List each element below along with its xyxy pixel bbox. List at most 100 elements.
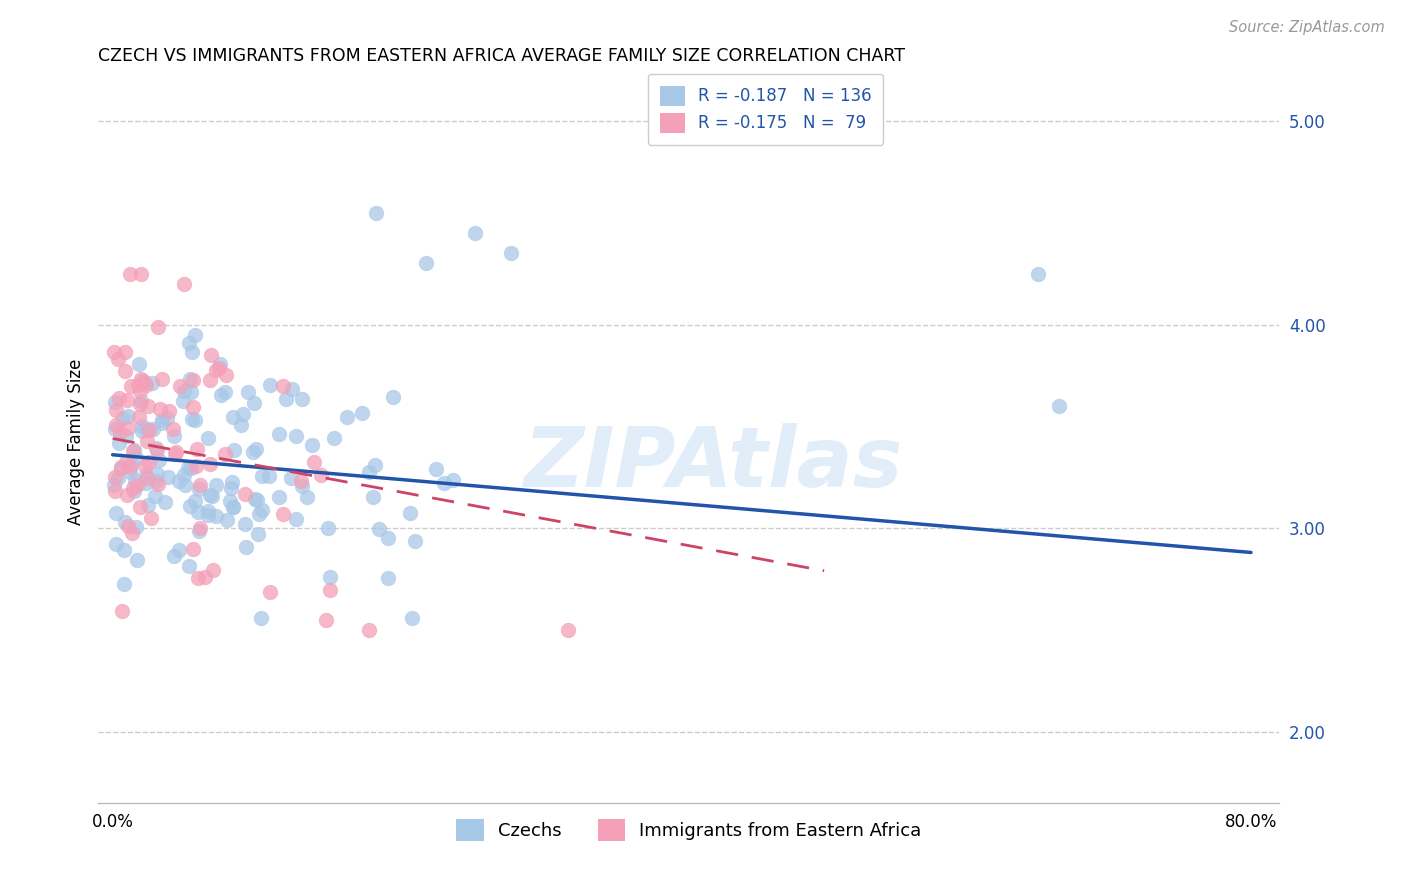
Point <box>269 427 291 442</box>
Point <box>136 399 159 413</box>
Point <box>181 412 204 426</box>
Point <box>173 468 195 483</box>
Point <box>302 455 325 469</box>
Point <box>368 522 391 536</box>
Point <box>198 488 221 502</box>
Point <box>114 364 136 378</box>
Point <box>155 411 177 425</box>
Point <box>198 457 221 471</box>
Point <box>138 423 160 437</box>
Point <box>246 526 269 541</box>
Point <box>250 503 273 517</box>
Point <box>285 429 308 443</box>
Point <box>179 372 201 386</box>
Point <box>110 461 132 475</box>
Point <box>315 613 337 627</box>
Point <box>398 506 420 520</box>
Point <box>281 382 304 396</box>
Point <box>105 418 128 433</box>
Point <box>114 344 136 359</box>
Point <box>128 357 150 371</box>
Point <box>224 442 246 457</box>
Point <box>153 495 176 509</box>
Point <box>319 582 342 597</box>
Point <box>377 571 399 585</box>
Point <box>181 373 204 387</box>
Point <box>136 498 159 512</box>
Point <box>359 465 381 479</box>
Point <box>122 481 145 495</box>
Point <box>221 475 243 489</box>
Point <box>104 422 127 436</box>
Point <box>114 428 136 442</box>
Point <box>222 500 245 514</box>
Point <box>245 442 267 457</box>
Point <box>173 384 195 399</box>
Point <box>181 541 204 556</box>
Point <box>103 478 125 492</box>
Point <box>167 542 190 557</box>
Point <box>135 475 157 490</box>
Point <box>117 421 139 435</box>
Point <box>208 361 231 376</box>
Point <box>145 489 167 503</box>
Point <box>1047 399 1070 413</box>
Point <box>120 378 142 392</box>
Point <box>209 388 232 402</box>
Point <box>352 406 374 420</box>
Point <box>200 348 222 362</box>
Point <box>190 520 212 534</box>
Point <box>107 435 129 450</box>
Point <box>361 490 384 504</box>
Point <box>128 410 150 425</box>
Point <box>274 392 297 406</box>
Point <box>135 422 157 436</box>
Point <box>122 484 145 499</box>
Point <box>110 425 132 439</box>
Point <box>217 513 239 527</box>
Point <box>188 482 211 496</box>
Point <box>163 428 186 442</box>
Point <box>118 460 141 475</box>
Point <box>177 461 200 475</box>
Point <box>156 470 179 484</box>
Point <box>105 506 128 520</box>
Point <box>135 434 157 448</box>
Point <box>135 467 157 482</box>
Point <box>233 517 256 532</box>
Point <box>464 226 486 240</box>
Point <box>197 504 219 518</box>
Point <box>124 474 146 488</box>
Point <box>242 445 264 459</box>
Legend: Czechs, Immigrants from Eastern Africa: Czechs, Immigrants from Eastern Africa <box>449 812 929 848</box>
Point <box>259 468 281 483</box>
Point <box>181 400 204 414</box>
Point <box>115 392 138 407</box>
Point <box>180 384 202 399</box>
Point <box>250 469 273 483</box>
Point <box>104 483 127 498</box>
Point <box>138 455 160 469</box>
Point <box>243 395 266 409</box>
Point <box>131 418 153 433</box>
Point <box>169 378 191 392</box>
Point <box>114 516 136 530</box>
Point <box>364 458 387 472</box>
Point <box>415 256 437 270</box>
Point <box>205 509 228 524</box>
Point <box>221 481 243 495</box>
Point <box>194 570 217 584</box>
Y-axis label: Average Family Size: Average Family Size <box>66 359 84 524</box>
Point <box>208 357 231 371</box>
Point <box>150 413 173 427</box>
Point <box>499 246 522 260</box>
Point <box>135 378 157 392</box>
Text: Source: ZipAtlas.com: Source: ZipAtlas.com <box>1229 20 1385 35</box>
Point <box>204 478 226 492</box>
Point <box>173 277 195 291</box>
Point <box>134 376 156 390</box>
Point <box>120 465 142 479</box>
Point <box>129 397 152 411</box>
Point <box>136 471 159 485</box>
Point <box>201 489 224 503</box>
